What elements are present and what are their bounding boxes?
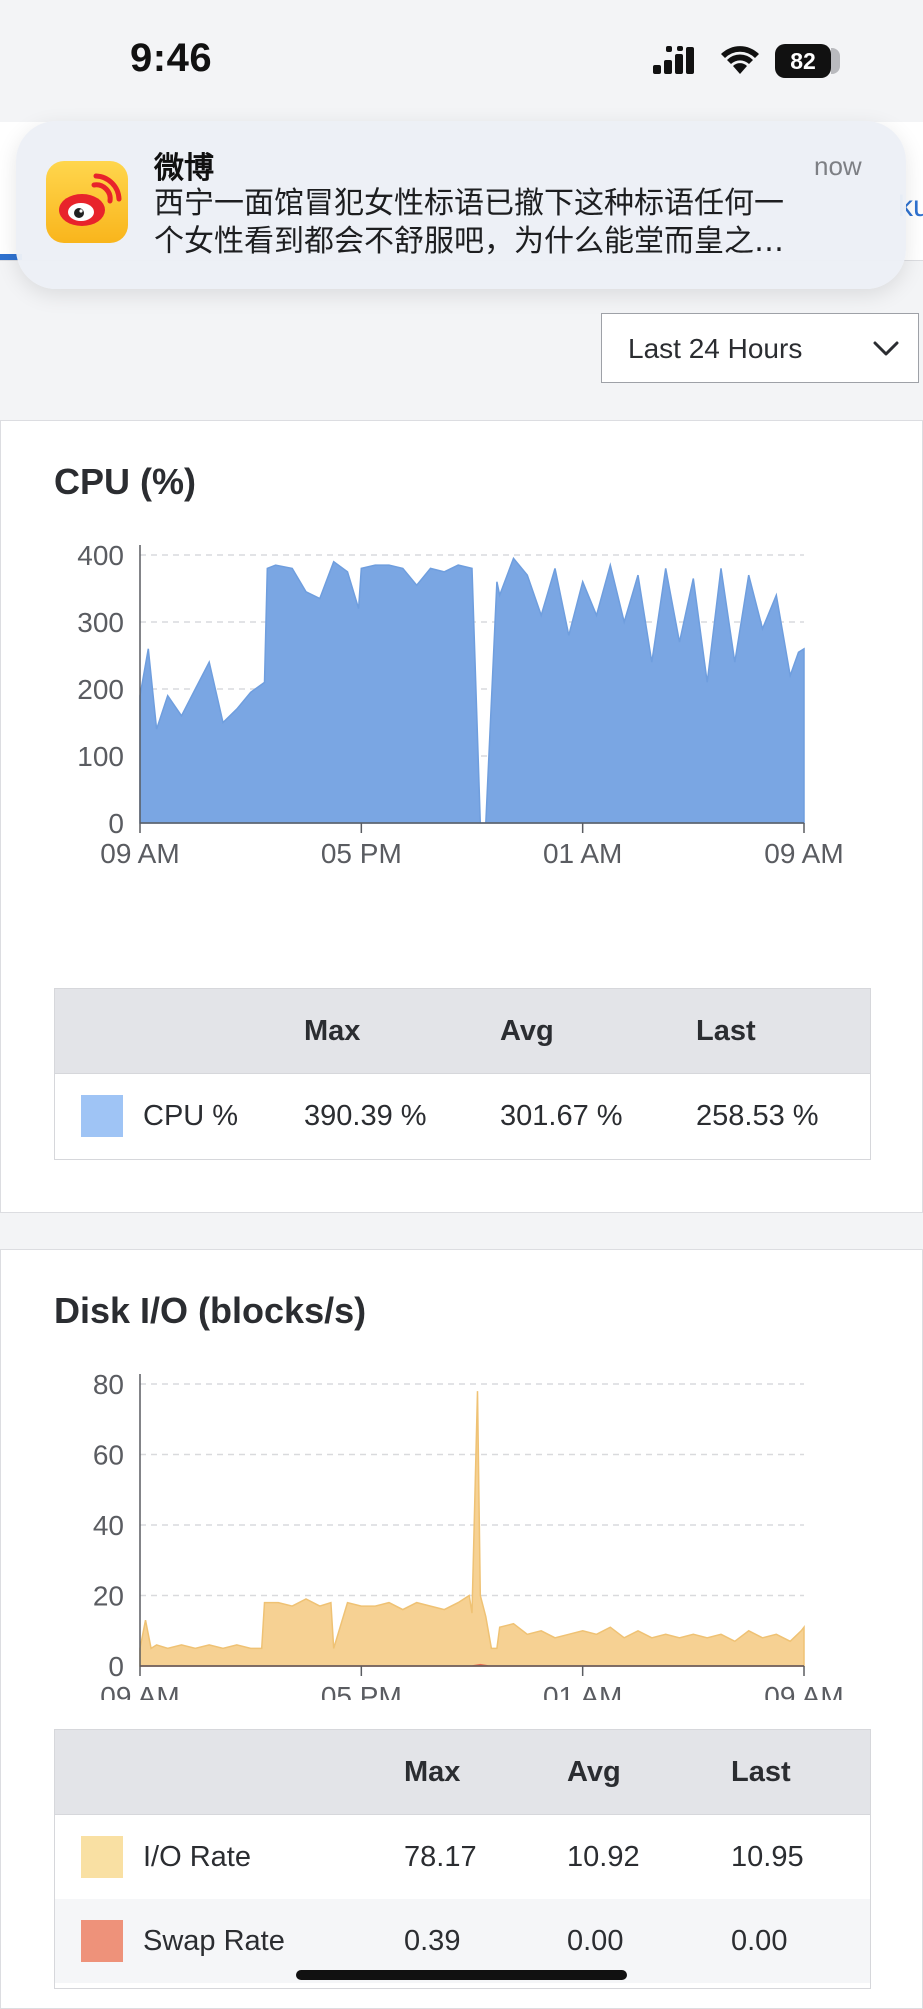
- column-header-avg: Avg: [567, 1756, 621, 1788]
- io-avg-value: 10.92: [567, 1841, 640, 1873]
- cpu-max-value: 390.39 %: [304, 1100, 427, 1132]
- x-tick-label: 09 AM: [764, 1681, 843, 1700]
- swap-max-value: 0.39: [404, 1925, 461, 1957]
- column-header-avg: Avg: [500, 1015, 554, 1047]
- cpu-stats-table: Max Avg Last CPU % 390.39 % 301.67 % 258…: [54, 988, 871, 1160]
- io-legend-swatch: [81, 1836, 123, 1878]
- io-last-value: 10.95: [731, 1841, 804, 1873]
- column-header-last: Last: [696, 1015, 756, 1047]
- table-row: I/O Rate 78.17 10.92 10.95: [55, 1815, 870, 1899]
- y-tick-label: 80: [93, 1369, 124, 1400]
- notification-body-line: 个女性看到都会不舒服吧，为什么能堂而皇之…: [154, 224, 784, 259]
- cpu-panel-title: CPU (%): [54, 461, 196, 502]
- table-header-row: Max Avg Last: [55, 1730, 870, 1815]
- x-tick-label: 01 AM: [543, 1681, 622, 1700]
- table-row: Swap Rate 0.39 0.00 0.00: [55, 1899, 870, 1983]
- table-row: CPU % 390.39 % 301.67 % 258.53 %: [55, 1074, 870, 1158]
- column-header-last: Last: [731, 1756, 791, 1788]
- notification-body-line: 西宁一面馆冒犯女性标语已撤下这种标语任何一: [154, 186, 784, 221]
- swap-last-value: 0.00: [731, 1925, 788, 1957]
- wifi-icon: [721, 46, 759, 74]
- swap-avg-value: 0.00: [567, 1925, 624, 1957]
- home-indicator: [296, 1970, 627, 1980]
- y-tick-label: 20: [93, 1581, 124, 1612]
- y-tick-label: 400: [77, 540, 124, 571]
- battery-level: 82: [790, 48, 816, 74]
- status-bar: 9:46 82: [0, 0, 923, 120]
- series-area-i-o-rate: [139, 1391, 805, 1667]
- y-tick-label: 200: [77, 674, 124, 705]
- notification-time: now: [814, 151, 862, 181]
- table-header-row: Max Avg Last: [55, 989, 870, 1074]
- chevron-down-icon: [873, 341, 899, 356]
- cpu-panel: CPU (%) 0 100 200 300 400 09 AM 05 PM 01 AM 09 A…: [0, 420, 923, 1213]
- series-label: CPU %: [143, 1100, 239, 1132]
- battery-icon: 82: [775, 44, 843, 78]
- notification-app-name: 微博: [154, 152, 214, 185]
- y-tick-label: 100: [77, 741, 124, 772]
- x-tick-label: 01 AM: [543, 838, 622, 869]
- cpu-legend-swatch: [81, 1095, 123, 1137]
- weibo-app-icon: [46, 161, 128, 243]
- column-header-max: Max: [404, 1756, 461, 1788]
- y-tick-label: 0: [108, 808, 124, 839]
- disk-io-chart: 0 20 40 60 80 09 AM 05 PM 01 AM 09 AM: [93, 1369, 844, 1700]
- cpu-chart: 0 100 200 300 400 09 AM 05 PM 01 AM 09 AM: [77, 540, 843, 869]
- time-range-value: Last 24 Hours: [628, 333, 803, 364]
- y-tick-label: 40: [93, 1510, 124, 1541]
- x-tick-label: 05 PM: [321, 1681, 402, 1700]
- x-tick-label: 09 AM: [764, 838, 843, 869]
- notification-body: 西宁一面馆冒犯女性标语已撤下这种标语任何一 个女性看到都会不舒服吧，为什么能堂而…: [154, 185, 866, 261]
- disk-io-panel: Disk I/O (blocks/s) 0 20 40 60 80 09 AM 05 PM 0…: [0, 1249, 923, 2009]
- cpu-avg-value: 301.67 %: [500, 1100, 623, 1132]
- series-label: I/O Rate: [143, 1841, 251, 1873]
- disk-stats-table: Max Avg Last I/O Rate 78.17 10.92 10.95 …: [54, 1729, 871, 1989]
- series-area-cpu-: [139, 556, 805, 824]
- y-tick-label: 0: [108, 1651, 124, 1682]
- cellular-signal-icon: [653, 46, 694, 74]
- io-max-value: 78.17: [404, 1841, 477, 1873]
- status-time: 9:46: [130, 36, 213, 80]
- x-tick-label: 09 AM: [100, 838, 179, 869]
- swap-legend-swatch: [81, 1920, 123, 1962]
- y-tick-label: 60: [93, 1440, 124, 1471]
- y-tick-label: 300: [77, 607, 124, 638]
- push-notification[interactable]: 微博 now 西宁一面馆冒犯女性标语已撤下这种标语任何一 个女性看到都会不舒服吧…: [16, 121, 906, 289]
- cpu-last-value: 258.53 %: [696, 1100, 819, 1132]
- x-tick-label: 09 AM: [100, 1681, 179, 1700]
- x-tick-label: 05 PM: [321, 838, 402, 869]
- column-header-max: Max: [304, 1015, 361, 1047]
- active-tab-indicator: [0, 254, 22, 260]
- series-label: Swap Rate: [143, 1925, 285, 1957]
- time-range-select[interactable]: Last 24 Hours: [601, 313, 919, 383]
- disk-panel-title: Disk I/O (blocks/s): [54, 1290, 367, 1331]
